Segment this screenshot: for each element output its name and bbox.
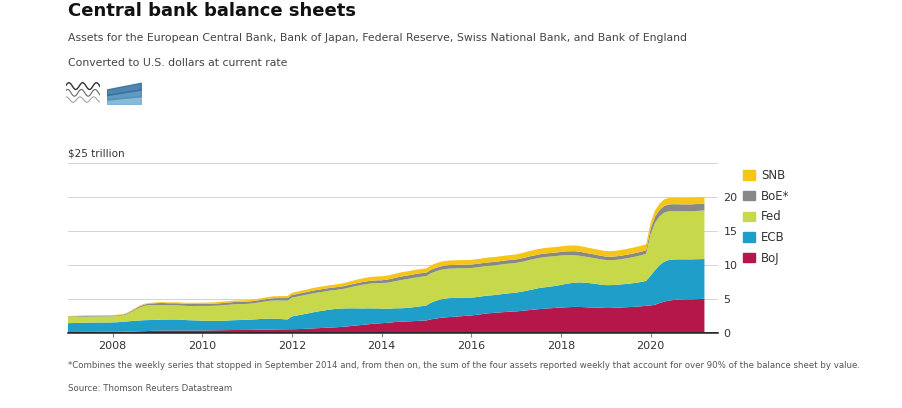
Text: Assets for the European Central Bank, Bank of Japan, Federal Reserve, Swiss Nati: Assets for the European Central Bank, Ba… [68,33,686,44]
Text: $25 trillion: $25 trillion [68,148,124,158]
Text: Source: Thomson Reuters Datastream: Source: Thomson Reuters Datastream [68,384,232,393]
Text: Converted to U.S. dollars at current rate: Converted to U.S. dollars at current rat… [68,58,287,68]
Text: *Combines the weekly series that stopped in September 2014 and, from then on, th: *Combines the weekly series that stopped… [68,361,859,370]
Text: Central bank balance sheets: Central bank balance sheets [68,2,355,20]
Legend: SNB, BoE*, Fed, ECB, BoJ: SNB, BoE*, Fed, ECB, BoJ [742,169,788,265]
